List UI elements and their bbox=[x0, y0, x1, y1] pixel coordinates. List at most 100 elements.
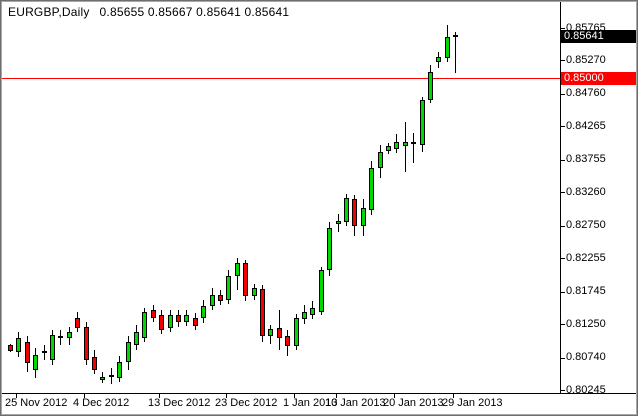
candle-bullish bbox=[126, 342, 131, 362]
y-axis-tick bbox=[560, 60, 565, 61]
candle-bullish bbox=[361, 208, 366, 226]
x-axis-label: 1 Jan 2013 bbox=[283, 397, 338, 409]
hline-price-badge[interactable]: 0.85000 bbox=[561, 72, 637, 85]
horizontal-price-line[interactable] bbox=[2, 78, 560, 79]
candle-bearish bbox=[453, 35, 458, 37]
candle-bullish bbox=[344, 198, 349, 222]
candle-bullish bbox=[428, 72, 433, 100]
candle-bullish bbox=[67, 332, 72, 338]
candle-bullish bbox=[50, 335, 55, 360]
x-axis-tick bbox=[226, 393, 227, 398]
x-axis-label: 13 Dec 2012 bbox=[148, 397, 211, 409]
x-axis-tick bbox=[159, 393, 160, 398]
y-axis-label: 0.81745 bbox=[566, 285, 606, 297]
candle-bullish bbox=[336, 221, 341, 224]
candle-bullish bbox=[436, 57, 441, 62]
x-axis-label: 20 Jan 2013 bbox=[383, 397, 444, 409]
y-axis-label: 0.82255 bbox=[566, 252, 606, 264]
candle-bullish bbox=[33, 355, 38, 370]
candle-bullish bbox=[235, 263, 240, 276]
x-axis-label: 29 Jan 2013 bbox=[442, 397, 503, 409]
y-axis-label: 0.84265 bbox=[566, 120, 606, 132]
x-axis-label: 25 Nov 2012 bbox=[5, 397, 68, 409]
y-axis-tick bbox=[560, 28, 565, 29]
candle-bearish bbox=[176, 315, 181, 322]
x-axis-label: 4 Dec 2012 bbox=[73, 397, 130, 409]
candle-bullish bbox=[109, 375, 114, 377]
y-axis-label: 0.81250 bbox=[566, 318, 606, 330]
candle-bullish bbox=[420, 100, 425, 145]
candle-bullish bbox=[386, 146, 391, 151]
y-axis-label: 0.82750 bbox=[566, 219, 606, 231]
candle-bullish bbox=[210, 295, 215, 306]
candle-wick bbox=[455, 32, 456, 73]
y-axis-label: 0.83755 bbox=[566, 153, 606, 165]
candle-bullish bbox=[42, 351, 47, 353]
candle-bearish bbox=[277, 328, 282, 338]
candle-bearish bbox=[218, 295, 223, 301]
candle-wick bbox=[413, 133, 414, 163]
y-axis-line bbox=[560, 2, 561, 393]
y-axis-tick bbox=[560, 258, 565, 259]
x-axis-tick bbox=[84, 393, 85, 398]
chart-title: EURGBP,Daily 0.85655 0.85667 0.85641 0.85… bbox=[8, 5, 289, 19]
y-axis-label: 0.85270 bbox=[566, 54, 606, 66]
candle-bullish bbox=[226, 276, 231, 300]
candle-wick bbox=[405, 122, 406, 172]
candle-bullish bbox=[411, 142, 416, 144]
candle-bullish bbox=[134, 332, 139, 345]
x-axis-tick bbox=[16, 393, 17, 398]
candle-bullish bbox=[58, 336, 63, 338]
x-axis-label: 10 Jan 2013 bbox=[325, 397, 386, 409]
ohlc-quote-label: 0.85655 0.85667 0.85641 0.85641 bbox=[99, 5, 290, 19]
x-axis-line bbox=[2, 393, 636, 394]
candle-bullish bbox=[378, 152, 383, 168]
x-axis-tick bbox=[453, 393, 454, 398]
candle-bullish bbox=[369, 168, 374, 210]
candle-bullish bbox=[142, 312, 147, 338]
candle-bearish bbox=[75, 318, 80, 328]
candle-bearish bbox=[243, 263, 248, 296]
y-axis-tick bbox=[560, 160, 565, 161]
candle-bearish bbox=[193, 318, 198, 326]
symbol-timeframe-label: EURGBP,Daily bbox=[8, 5, 90, 19]
candle-bullish bbox=[294, 318, 299, 346]
x-axis-tick bbox=[294, 393, 295, 398]
candle-bullish bbox=[201, 306, 206, 318]
y-axis-tick bbox=[560, 126, 565, 127]
y-axis-tick bbox=[560, 324, 565, 325]
candle-bearish bbox=[285, 336, 290, 346]
y-axis-label: 0.84760 bbox=[566, 87, 606, 99]
candle-bullish bbox=[100, 377, 105, 380]
candle-bullish bbox=[184, 315, 189, 322]
x-axis-label: 23 Dec 2012 bbox=[215, 397, 278, 409]
candle-bullish bbox=[394, 142, 399, 149]
candle-bullish bbox=[252, 288, 257, 296]
candle-bullish bbox=[16, 338, 21, 352]
y-axis-tick bbox=[560, 226, 565, 227]
candle-bullish bbox=[268, 329, 273, 336]
candle-bullish bbox=[403, 142, 408, 146]
x-axis-tick bbox=[336, 393, 337, 398]
candle-bearish bbox=[84, 327, 89, 360]
candle-bullish bbox=[319, 270, 324, 312]
candle-bullish bbox=[302, 312, 307, 319]
candle-bearish bbox=[260, 289, 265, 336]
candle-bearish bbox=[8, 345, 13, 351]
y-axis-tick bbox=[560, 94, 565, 95]
candle-bullish bbox=[445, 37, 450, 58]
y-axis-tick bbox=[560, 192, 565, 193]
y-axis-label: 0.83260 bbox=[566, 186, 606, 198]
candle-bullish bbox=[117, 362, 122, 378]
y-axis-tick bbox=[560, 292, 565, 293]
current-price-badge: 0.85641 bbox=[561, 30, 637, 43]
y-axis-label: 0.80740 bbox=[566, 351, 606, 363]
candle-bullish bbox=[327, 228, 332, 270]
y-axis-tick bbox=[560, 358, 565, 359]
candle-bearish bbox=[159, 315, 164, 330]
x-axis-tick bbox=[394, 393, 395, 398]
candle-bearish bbox=[151, 310, 156, 318]
candle-bearish bbox=[25, 342, 30, 363]
